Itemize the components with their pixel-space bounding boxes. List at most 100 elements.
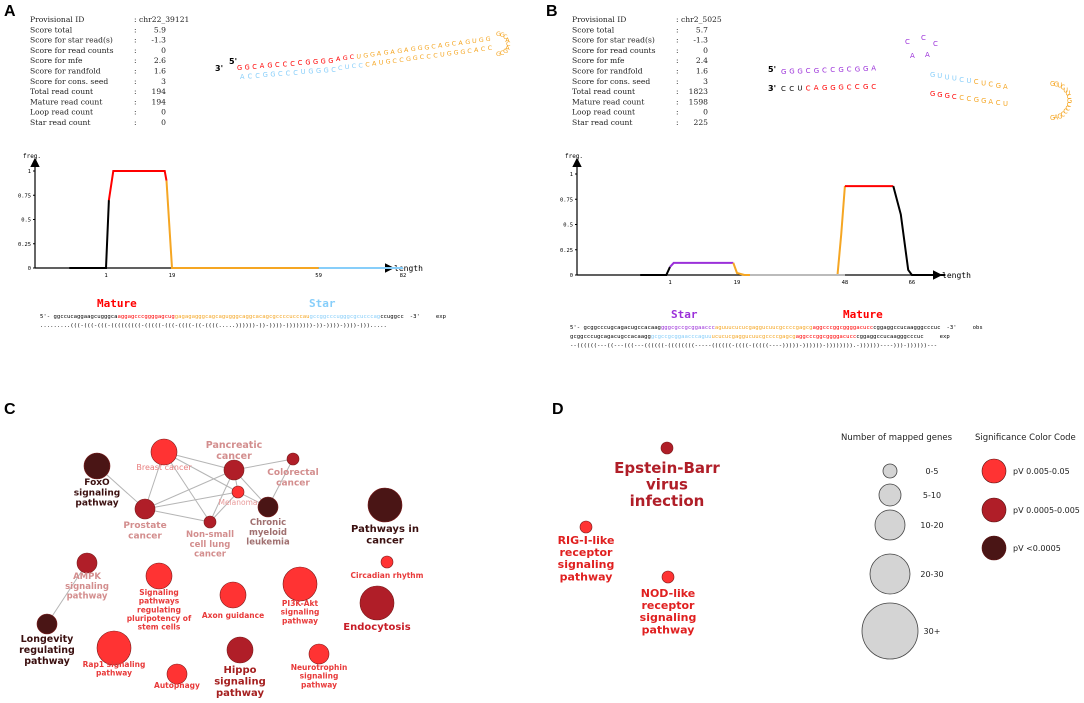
sequence-segment-orange: aguuucucucgaggucuucgccccgagcg [715, 325, 813, 331]
sequence-tag: obs [973, 325, 983, 331]
label-line: pluripotency of [127, 614, 192, 623]
score-row-colon: : [676, 108, 679, 117]
label-line: signaling [65, 582, 109, 592]
node-label-nod: NOD-like receptor signaling pathway [640, 587, 697, 636]
legend-d: Number of mapped genes 0-5 5-10 10-20 20-30 3… [841, 433, 1080, 660]
node-label-hippo: Hippo signaling pathway [214, 665, 266, 699]
nucleotide: A [458, 39, 463, 47]
label-line: Melanoma [218, 498, 257, 507]
nucleotide: C [290, 60, 295, 68]
nucleotide: G [479, 36, 484, 44]
y-tick-label: 0.75 [560, 197, 573, 203]
nucleotide: G [237, 64, 242, 72]
sequence-line: 5'- gcggcccugcagacugccacaaggggcgccgcggaa… [570, 325, 983, 331]
sequence-tag: exp [940, 334, 951, 340]
nucleotide: C [921, 34, 926, 42]
label-line: signaling [281, 608, 320, 617]
size-legend-label: 20-30 [920, 570, 943, 579]
nucleotide: G [838, 66, 843, 74]
label-line: Pancreatic [206, 440, 262, 451]
nucleotide: G [945, 92, 950, 100]
network-edge [144, 469, 235, 510]
score-row-value: 0 [161, 118, 166, 127]
node-label-ampk: AMPK signaling pathway [65, 572, 109, 602]
size-legend-circle [878, 483, 902, 507]
score-row-value: 194 [152, 97, 167, 106]
network-edge [209, 491, 239, 523]
color-legend-swatch [981, 535, 1007, 561]
nucleotide: G [974, 96, 979, 104]
score-row-key: Score for mfe [30, 56, 83, 65]
y-tick-label: 0.25 [18, 242, 31, 248]
score-row-value: 2.6 [154, 56, 166, 65]
y-axis-title: freq. [565, 153, 583, 160]
sequence-segment-rest: cggaggccucaagggcccuc [856, 334, 923, 340]
panel-b-letter: B [546, 3, 558, 20]
score-row-value: 1.6 [154, 67, 166, 76]
node-label-ebv: Epstein-Barr virus infection [614, 459, 720, 510]
nucleotide: A [871, 65, 876, 73]
sequence-segment-red: aggcccggcggggacucc [813, 325, 874, 331]
nucleotide: G [384, 49, 389, 57]
node-label-foxo: FoxO signaling pathway [74, 478, 120, 509]
score-row-colon: : [134, 46, 137, 55]
nucleotide: G [447, 50, 452, 58]
label-line: Chronic [250, 518, 286, 528]
panel-d-letter: D [552, 401, 564, 418]
label-line: pathway [67, 592, 108, 602]
nucleotide: G [411, 45, 416, 53]
network-node-rigi [579, 520, 593, 534]
label-line: Neurotrophin [291, 663, 348, 672]
network-node-breast [150, 438, 178, 466]
score-row-key: Loop read count [572, 108, 635, 117]
label-line: pathway [282, 616, 318, 625]
nucleotide: C [855, 83, 860, 91]
sequence-segment-prefix: 5'- gcggcccugcagacugccacaag [570, 325, 661, 331]
score-table-b: Provisional ID: chr2_5025 Score total: 5.7… [572, 15, 722, 127]
label-line: pathway [642, 623, 695, 636]
size-legend-circle [869, 553, 911, 595]
nucleotide: C [298, 59, 303, 67]
sequence-segment-prefix: gcggcccugcagacugccacaagg [570, 334, 651, 340]
nucleotide: G [308, 68, 313, 76]
nucleotide: U [379, 59, 384, 67]
network-node-cml [257, 496, 279, 518]
nucleotide: C [959, 94, 964, 102]
score-row-colon: : [134, 108, 137, 117]
node-label-pathways: Pathways in cancer [351, 524, 419, 547]
sequence-suffix: -3' [410, 314, 420, 320]
nucleotide: G [263, 71, 268, 79]
label-line: Pathways in [351, 524, 419, 535]
network-node-hippo [226, 636, 254, 664]
nucleotide: C [988, 81, 993, 89]
score-row-value: : chr2_5025 [676, 15, 722, 24]
score-row-key: Star read count [572, 118, 632, 127]
label-line: signaling [558, 558, 615, 571]
node-label-colorectal: Colorectal cancer [267, 468, 318, 488]
nucleotide: C [996, 99, 1001, 107]
network-node-circadian [380, 555, 394, 569]
nucleotide: G [981, 97, 986, 105]
network-node-neuro [308, 643, 330, 665]
label-line: leukemia [246, 538, 290, 548]
nucleotide: C [806, 67, 811, 75]
mature-region-label: Mature [97, 297, 137, 310]
nucleotide: A [240, 73, 245, 81]
node-label-rigi: RIG-I-like receptor signaling pathway [558, 534, 615, 583]
nucleotide: C [933, 40, 938, 48]
sequence-line: --((((((---((---(((---((((((-((((((((---… [570, 343, 937, 349]
nucleotide: C [503, 33, 508, 41]
nucleotide: C [433, 51, 438, 59]
score-row-key: Score for star read(s) [572, 36, 655, 45]
nucleotide: G [496, 30, 501, 38]
nucleotide: G [486, 35, 491, 43]
score-row-value: 1823 [689, 87, 708, 96]
score-row-value: 194 [152, 87, 167, 96]
nucleotide: U [952, 75, 957, 83]
y-axis-title: freq. [23, 153, 41, 160]
network-node-axon [219, 581, 247, 609]
sequence-segment-prefix: --((((((---((---(((---((((((-((((((((---… [570, 343, 937, 349]
sequence-line: gcggcccugcagacugccacaagggcgccgcggaacccag… [570, 334, 950, 340]
node-label-cml: Chronic myeloid leukemia [246, 518, 290, 548]
